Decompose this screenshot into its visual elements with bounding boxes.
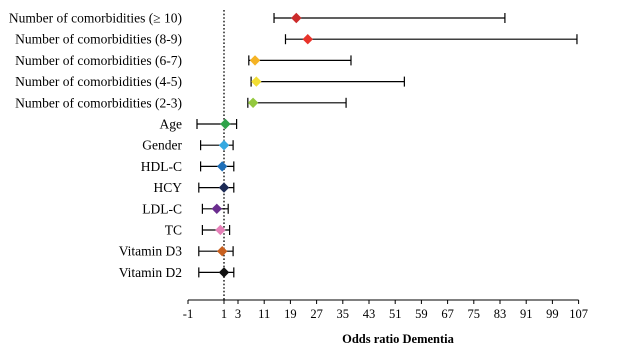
x-tick-label: 51	[389, 307, 402, 321]
odds-ratio-markers	[211, 12, 313, 278]
row-label: Number of comorbidities (4-5)	[15, 74, 182, 89]
odds-ratio-marker	[220, 118, 231, 130]
row-label: Age	[160, 117, 183, 132]
odds-ratio-marker	[218, 182, 230, 193]
confidence-intervals	[196, 13, 578, 278]
row-labels: Number of comorbidities (≥ 10) Number of …	[9, 11, 183, 280]
x-tick-label: 75	[468, 307, 481, 321]
row-label: HDL-C	[141, 159, 182, 174]
row-label: Number of comorbidities (8-9)	[15, 32, 182, 47]
x-tick-label: 67	[441, 307, 454, 321]
x-tick-label: 91	[520, 307, 533, 321]
x-tick-label: 35	[337, 307, 350, 321]
row-label: HCY	[153, 180, 182, 195]
row-label: Vitamin D3	[119, 244, 183, 259]
x-tick-label: 3	[235, 307, 241, 321]
odds-ratio-marker	[215, 224, 226, 236]
row-label: Vitamin D2	[119, 265, 182, 280]
x-tick-label: 107	[569, 307, 588, 321]
x-tick-label: 11	[258, 307, 270, 321]
row-label: LDL-C	[142, 201, 182, 216]
x-tick-label: 27	[310, 307, 323, 321]
row-label: Number of comorbidities (6-7)	[15, 53, 182, 68]
x-axis-label: Odds ratio Dementia	[342, 332, 455, 346]
odds-ratio-marker	[211, 203, 222, 214]
odds-ratio-marker	[302, 34, 313, 45]
x-axis: -1 1 3 11 19 27 35 43 51 59 67 75 83 91 99 107	[183, 299, 588, 321]
odds-ratio-marker	[218, 140, 230, 151]
row-label: Gender	[142, 138, 182, 153]
x-tick-label: 99	[546, 307, 559, 321]
odds-ratio-marker	[218, 267, 230, 278]
odds-ratio-marker	[249, 55, 261, 66]
x-tick-label: -1	[183, 307, 193, 321]
odds-ratio-marker	[251, 76, 262, 87]
row-label: Number of comorbidities (2-3)	[15, 95, 182, 110]
x-tick-label: 1	[221, 307, 227, 321]
x-tick-label: 19	[284, 307, 297, 321]
odds-ratio-marker	[247, 97, 259, 108]
x-tick-label: 43	[363, 307, 376, 321]
x-tick-label: 83	[494, 307, 507, 321]
row-label: TC	[165, 223, 182, 238]
odds-ratio-marker	[217, 246, 228, 257]
odds-ratio-marker	[291, 12, 302, 24]
row-label: Number of comorbidities (≥ 10)	[9, 11, 182, 26]
x-tick-label: 59	[415, 307, 428, 321]
odds-ratio-marker	[217, 161, 228, 172]
